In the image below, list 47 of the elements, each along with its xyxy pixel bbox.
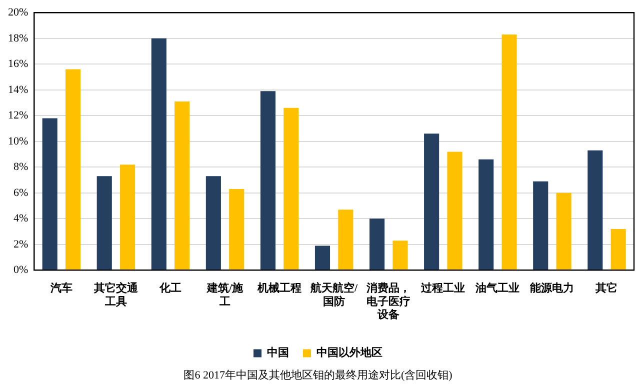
- bar: [478, 159, 494, 270]
- y-tick-label: 2%: [13, 238, 28, 250]
- y-tick-label: 12%: [8, 110, 28, 122]
- text: 图6 2017年中国及其他地区钼的最终用途对比(含回收钼): [184, 368, 453, 382]
- bar: [556, 192, 572, 270]
- bar: [369, 218, 385, 270]
- x-tick-label: 其它: [594, 282, 618, 295]
- x-tick-label: 化工: [158, 282, 182, 295]
- x-tick-label: 建筑/施工: [206, 282, 244, 308]
- y-tick-label: 20%: [8, 6, 28, 18]
- bar: [588, 150, 603, 270]
- bar: [65, 69, 81, 270]
- x-tick-label: 汽车: [49, 282, 72, 295]
- x-tick-label: 能源电力: [530, 282, 574, 295]
- bar: [151, 38, 166, 270]
- y-tick-label: 16%: [8, 58, 28, 70]
- x-tick-label: 机械工程: [256, 282, 302, 295]
- y-tick-label: 18%: [8, 32, 28, 44]
- y-tick-label: 10%: [8, 135, 28, 148]
- x-tick-label: 过程工业: [420, 282, 466, 295]
- bar: [260, 91, 276, 270]
- y-tick-label: 8%: [13, 161, 28, 174]
- y-tick-label: 14%: [8, 84, 28, 96]
- bar: [42, 118, 58, 270]
- x-tick-label: 消费品，电子医疗设备: [366, 282, 411, 322]
- bar: [424, 134, 440, 270]
- x-tick-label: 油气工业: [474, 282, 520, 295]
- legend-label: 中国: [267, 346, 289, 360]
- bar: [447, 152, 462, 270]
- y-tick-label: 4%: [13, 212, 28, 225]
- bar: [284, 108, 299, 270]
- bar: [206, 176, 221, 270]
- x-tick-label: 航天航空/国防: [310, 282, 359, 308]
- bar: [174, 101, 190, 270]
- bar: [96, 176, 112, 270]
- bar: [610, 228, 626, 270]
- bar: [338, 210, 354, 270]
- bar: [502, 34, 517, 270]
- bar: [392, 240, 408, 270]
- bar: [314, 246, 330, 270]
- bar: [229, 189, 244, 270]
- x-tick-label: 其它交通工具: [92, 282, 139, 308]
- legend-label: 中国以外地区: [316, 346, 382, 360]
- bar: [533, 181, 548, 270]
- y-tick-label: 0%: [13, 264, 28, 276]
- bar: [120, 164, 136, 270]
- y-tick-label: 6%: [13, 186, 28, 199]
